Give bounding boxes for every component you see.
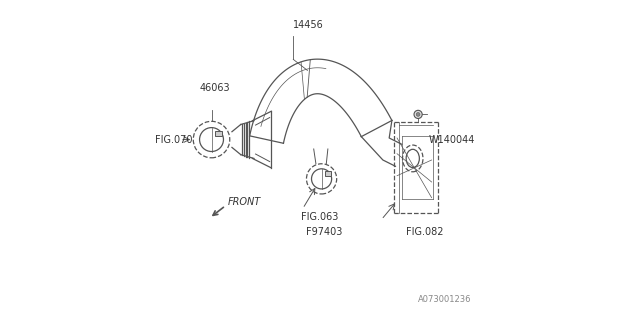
Bar: [214, 131, 221, 136]
Circle shape: [416, 113, 420, 116]
Text: FIG.063: FIG.063: [301, 212, 339, 221]
Text: F97403: F97403: [306, 227, 342, 237]
Bar: [324, 171, 331, 176]
Text: FIG.070: FIG.070: [155, 135, 193, 145]
Text: W140044: W140044: [429, 135, 475, 145]
Text: A073001236: A073001236: [417, 295, 471, 304]
Text: 46063: 46063: [199, 83, 230, 93]
Text: 14456: 14456: [293, 20, 324, 30]
Text: FIG.082: FIG.082: [406, 227, 444, 237]
Text: FRONT: FRONT: [227, 197, 260, 207]
Circle shape: [414, 110, 422, 118]
